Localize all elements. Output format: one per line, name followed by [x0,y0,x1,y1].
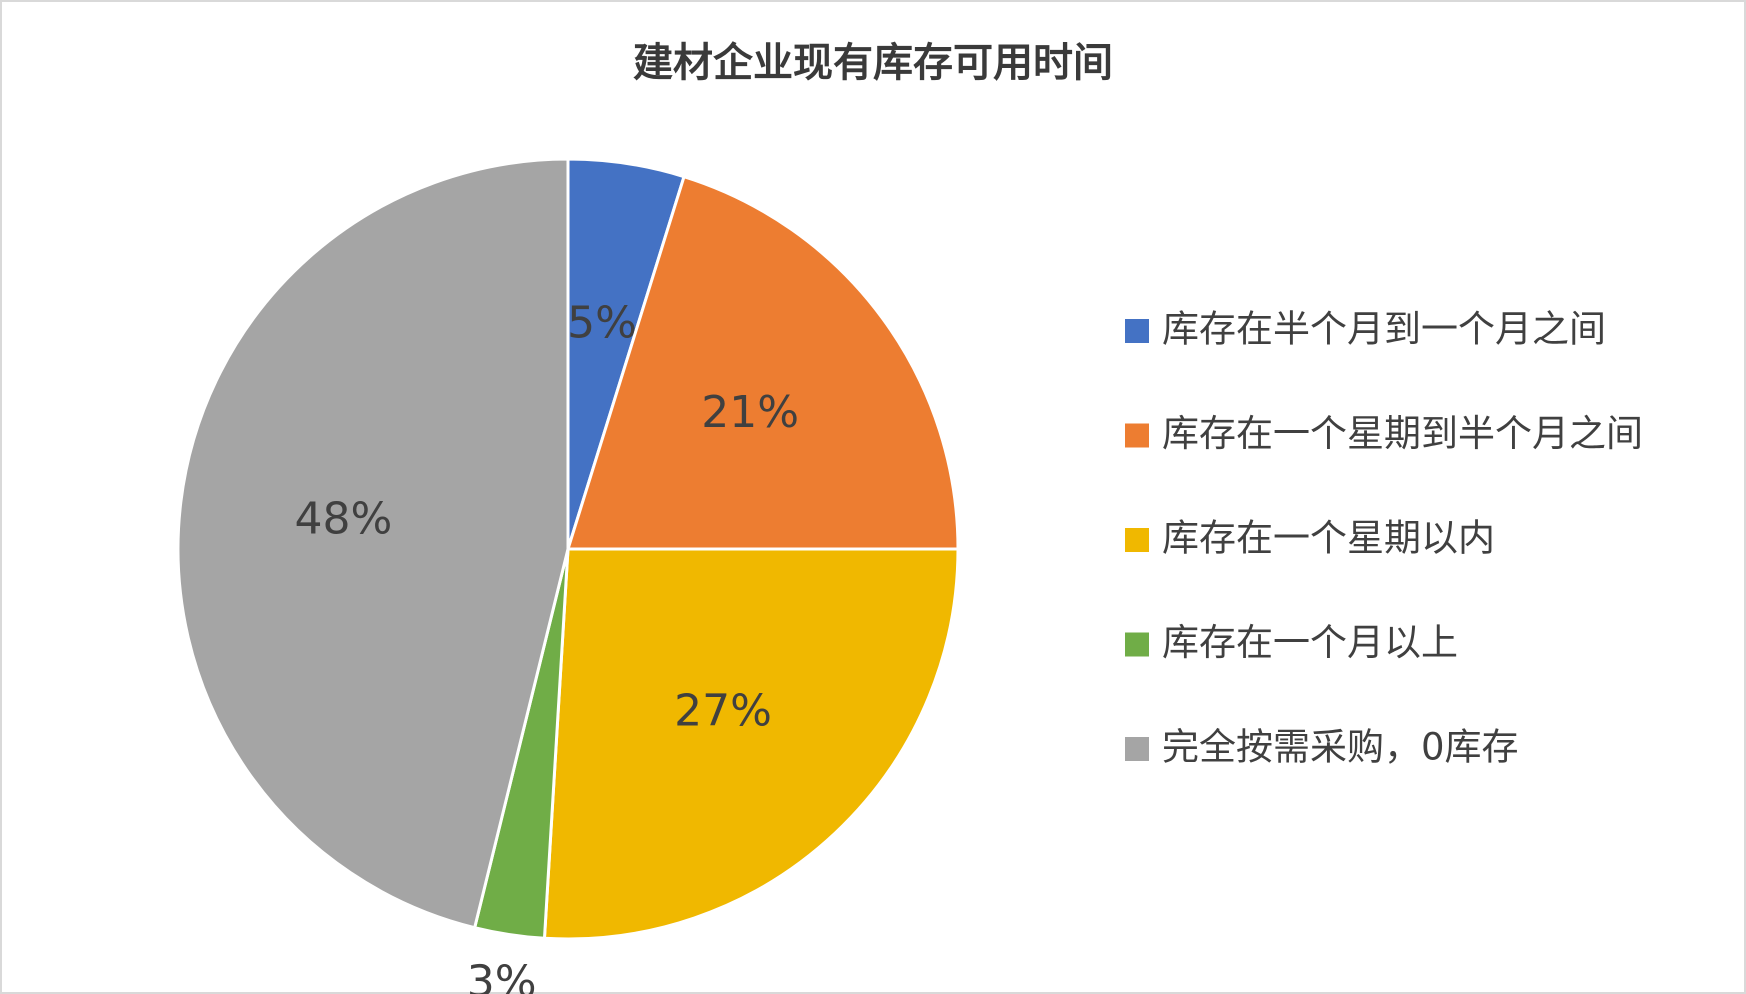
pie-slice [542,547,960,941]
data-label: 3% [467,957,537,994]
data-label: 27% [674,686,772,737]
legend-label: 库存在一个星期以内 [1162,517,1495,560]
legend-label: 库存在一个星期到半个月之间 [1162,412,1643,455]
data-label: 21% [701,387,799,438]
pie-slice [176,157,570,930]
legend-label: 库存在一个月以上 [1162,621,1458,664]
legend-label: 完全按需采购，0库存 [1162,726,1519,769]
legend-swatch [1125,528,1149,552]
legend-swatch [1125,319,1149,343]
legend-label: 库存在半个月到一个月之间 [1162,308,1606,351]
data-label: 48% [295,494,393,545]
pie-slice [565,174,960,551]
chart-title: 建材企业现有库存可用时间 [633,40,1113,86]
legend-swatch [1125,423,1149,448]
legend-swatch [1125,737,1149,761]
legend-swatch [1125,632,1149,657]
data-label: 5% [567,297,637,348]
